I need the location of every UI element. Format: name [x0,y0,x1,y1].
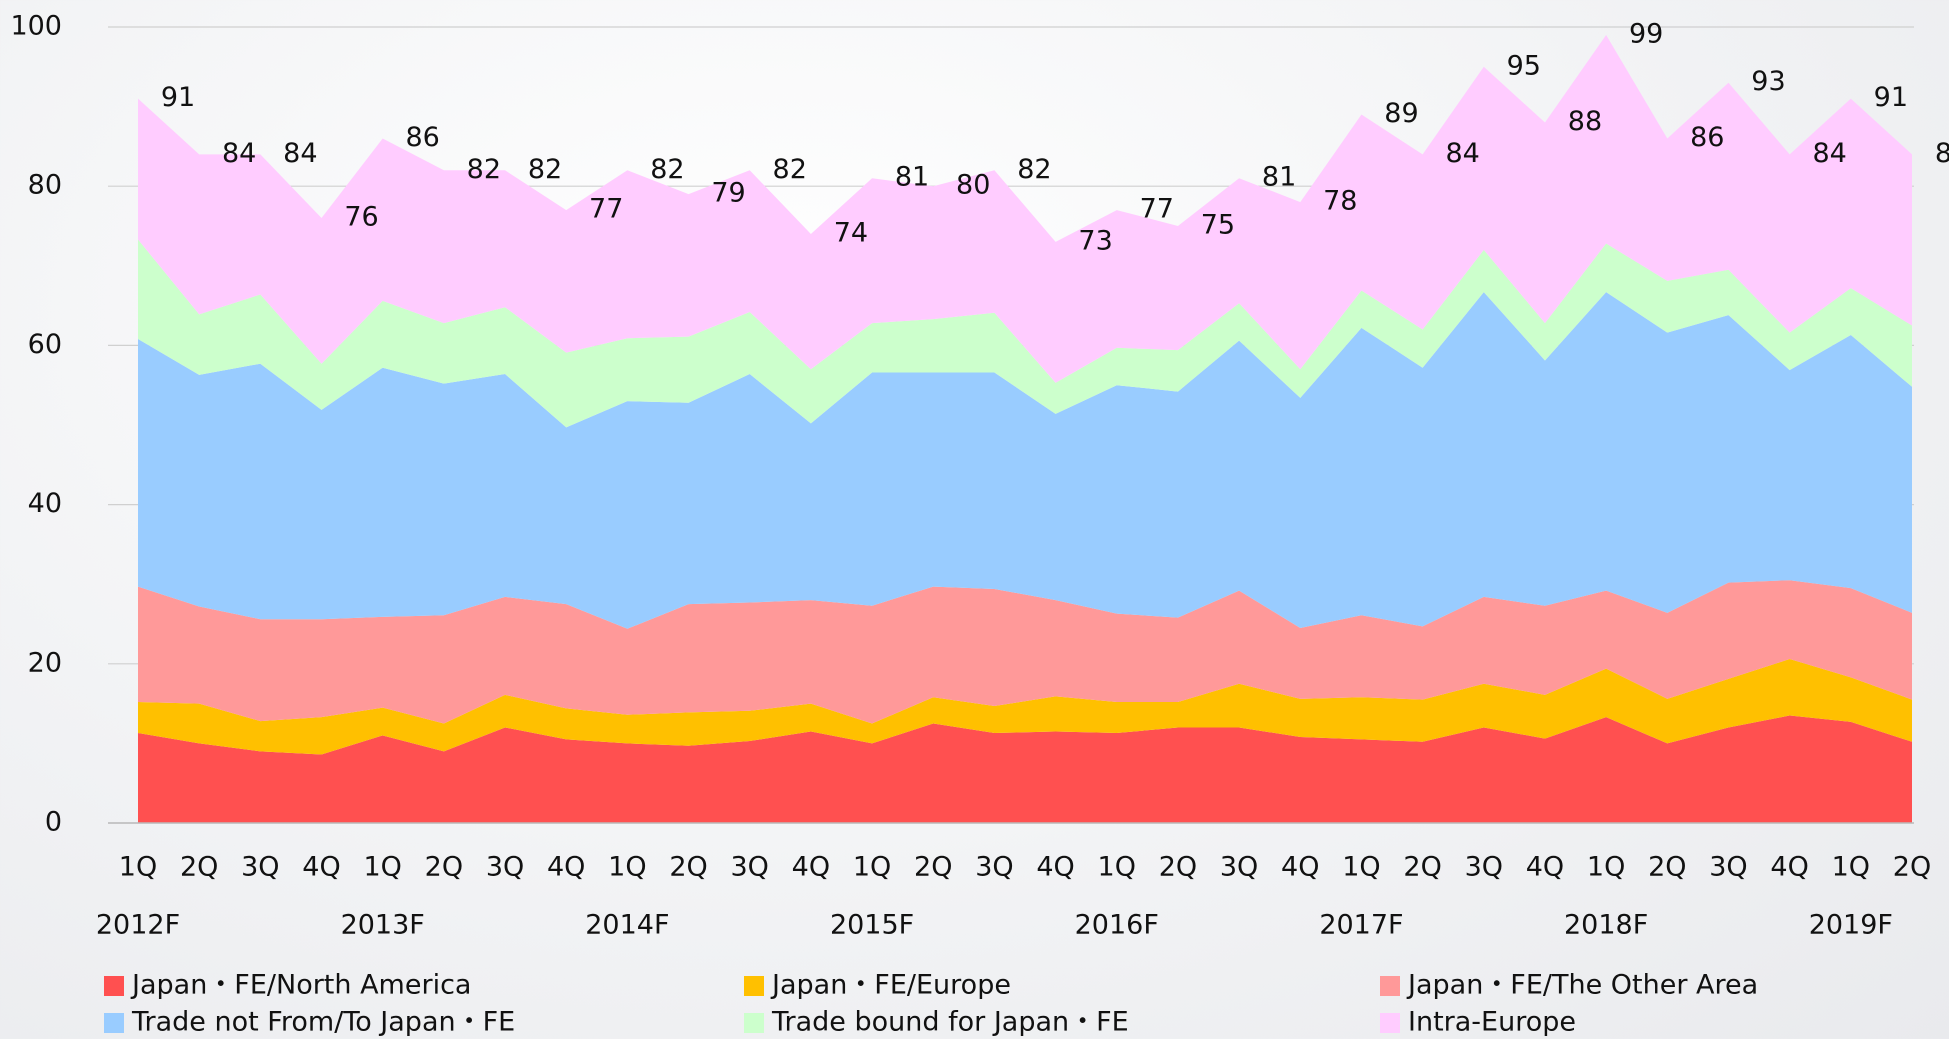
legend-swatch [1380,976,1400,996]
x-tick-label: 1Q [1587,852,1625,883]
x-tick-label: 4Q [792,852,830,883]
total-label: 91 [161,82,195,113]
x-tick-label: 3Q [486,852,524,883]
year-label: 2012F [96,910,180,941]
legend-label: Trade bound for Japan・FE [771,1007,1129,1038]
x-tick-label: 1Q [608,852,646,883]
x-tick-label: 2Q [180,852,218,883]
legend-label: Trade not From/To Japan・FE [131,1007,515,1038]
x-tick-label: 2Q [914,852,952,883]
y-tick-label: 40 [28,488,62,519]
y-tick-label: 100 [10,11,62,42]
total-label: 81 [895,162,929,193]
x-tick-label: 1Q [1098,852,1136,883]
total-label: 73 [1078,225,1112,256]
area [138,239,1912,428]
total-label: 82 [528,154,562,185]
total-label: 86 [1690,122,1724,153]
total-label: 93 [1751,66,1785,97]
legend-swatch [104,1013,124,1033]
x-tick-label: 2Q [425,852,463,883]
x-tick-label: 4Q [1281,852,1319,883]
y-tick-label: 80 [28,170,62,201]
x-tick-label: 4Q [1036,852,1074,883]
total-label: 95 [1507,50,1541,81]
x-tick-label: 1Q [119,852,157,883]
year-label: 2013F [341,910,425,941]
total-label: 89 [1384,98,1418,129]
total-label: 76 [344,202,378,233]
year-label: 2017F [1319,910,1403,941]
area [138,659,1912,755]
x-tick-label: 2Q [1648,852,1686,883]
area [138,292,1912,629]
total-label: 84 [1445,138,1479,169]
year-label: 2018F [1564,910,1648,941]
total-label: 82 [467,154,501,185]
total-label: 91 [1874,82,1908,113]
total-label: 82 [1017,154,1051,185]
legend-swatch [1380,1013,1400,1033]
total-label: 86 [406,122,440,153]
total-label: 84 [1812,138,1846,169]
total-label: 75 [1201,210,1235,241]
total-label: 84 [222,138,256,169]
x-tick-label: 3Q [1220,852,1258,883]
legend-label: Japan・FE/North America [130,970,471,1001]
area [138,580,1912,724]
total-label: 74 [834,217,868,248]
total-label: 78 [1323,186,1357,217]
total-label: 84 [283,138,317,169]
x-tick-label: 2Q [1403,852,1441,883]
x-tick-label: 2Q [1159,852,1197,883]
y-tick-label: 0 [45,807,62,838]
x-tick-label: 1Q [363,852,401,883]
legend-label: Japan・FE/Europe [770,970,1011,1001]
x-tick-label: 3Q [1465,852,1503,883]
year-label: 2019F [1809,910,1893,941]
x-tick-label: 1Q [1342,852,1380,883]
x-tick-label: 1Q [1832,852,1870,883]
total-label: 81 [1262,162,1296,193]
total-label: 84 [1935,138,1949,169]
x-tick-label: 3Q [975,852,1013,883]
year-label: 2015F [830,910,914,941]
x-tick-label: 3Q [1709,852,1747,883]
total-label: 77 [589,194,623,225]
x-tick-label: 4Q [1526,852,1564,883]
legend-swatch [744,1013,764,1033]
x-tick-label: 3Q [241,852,279,883]
legend-label: Japan・FE/The Other Area [1406,970,1758,1001]
total-label: 79 [711,178,745,209]
y-tick-label: 20 [28,647,62,678]
total-label: 80 [956,170,990,201]
year-label: 2016F [1075,910,1159,941]
total-label: 88 [1568,106,1602,137]
y-tick-label: 60 [28,329,62,360]
total-label: 77 [1140,194,1174,225]
total-label: 82 [773,154,807,185]
legend-swatch [744,976,764,996]
total-label: 82 [650,154,684,185]
x-tick-label: 4Q [547,852,585,883]
total-label: 99 [1629,18,1663,49]
area [138,715,1912,823]
year-label: 2014F [585,910,669,941]
legend-label: Intra-Europe [1408,1007,1576,1038]
x-tick-label: 2Q [1893,852,1931,883]
x-tick-label: 1Q [853,852,891,883]
x-tick-label: 2Q [669,852,707,883]
x-tick-label: 4Q [1770,852,1808,883]
x-tick-label: 3Q [731,852,769,883]
x-tick-label: 4Q [302,852,340,883]
legend-swatch [104,976,124,996]
area [138,34,1912,383]
